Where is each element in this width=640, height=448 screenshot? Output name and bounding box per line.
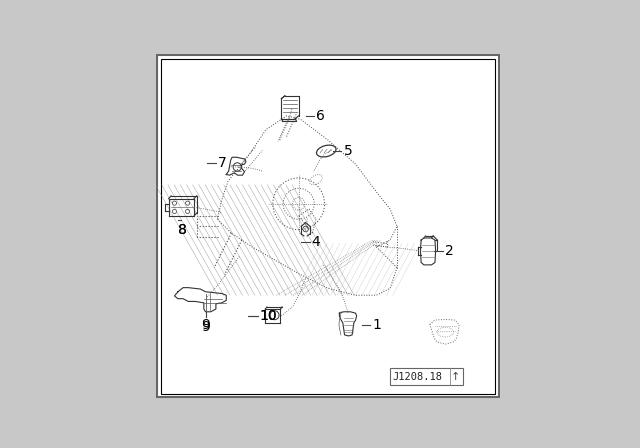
Bar: [390, 368, 463, 385]
Text: 9: 9: [201, 320, 210, 334]
Text: 9: 9: [201, 318, 210, 332]
Text: 7: 7: [218, 156, 227, 170]
Text: 4: 4: [312, 235, 321, 249]
Text: J1208.18: J1208.18: [393, 372, 443, 382]
Text: 8: 8: [178, 224, 187, 237]
Text: 5: 5: [344, 144, 352, 158]
Text: 1: 1: [372, 318, 381, 332]
Text: ↑: ↑: [451, 372, 460, 382]
Text: 10: 10: [260, 309, 277, 323]
Text: 10: 10: [260, 309, 277, 323]
Text: 2: 2: [445, 244, 453, 258]
Text: 6: 6: [316, 109, 325, 123]
Text: 8: 8: [178, 224, 187, 237]
